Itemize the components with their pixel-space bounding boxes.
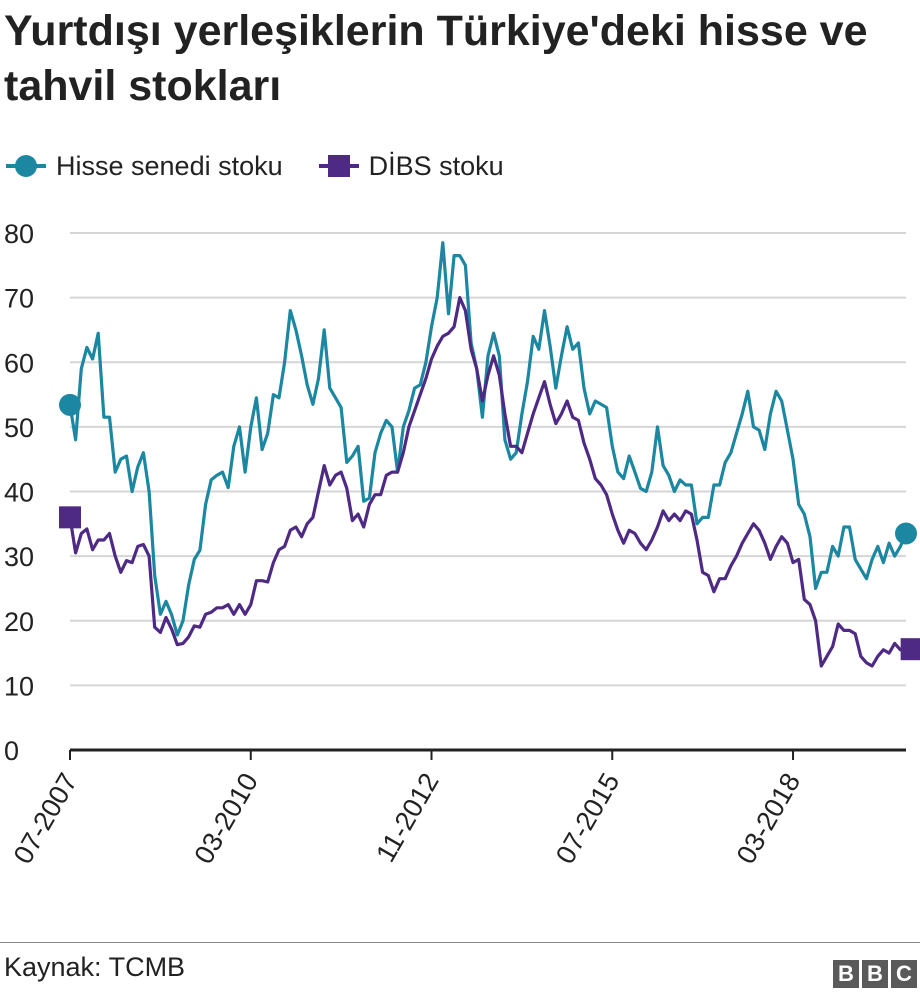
y-tick-label: 80	[4, 219, 34, 249]
legend-item-hisse: Hisse senedi stoku	[4, 146, 283, 186]
bbc-logo: B B C	[830, 960, 917, 988]
bbc-logo-block-3: C	[891, 960, 917, 988]
x-tick-label: 07-2007	[8, 768, 84, 869]
legend-item-dibs: DİBS stoku	[317, 146, 504, 186]
footer-divider	[0, 942, 920, 943]
line-chart: 0 10 20 30 40 50 60 70 80 07-2007 03-2010 11-2012 07…	[4, 219, 920, 869]
legend-label-dibs: DİBS stoku	[368, 150, 504, 181]
y-tick-label: 20	[4, 607, 34, 637]
series-dibs-start-marker	[59, 506, 81, 529]
y-tick-label: 60	[4, 348, 34, 378]
bbc-logo-block-2: B	[862, 960, 888, 988]
series-hisse-end-marker	[895, 522, 917, 545]
y-tick-label: 0	[4, 736, 19, 766]
y-tick-label: 50	[4, 413, 34, 443]
y-tick-label: 10	[4, 671, 34, 701]
series-line-hisse	[68, 241, 908, 637]
x-tick-label: 11-2012	[370, 768, 445, 867]
bbc-logo-block-1: B	[833, 960, 859, 988]
series-dibs-end-marker	[900, 638, 920, 661]
y-tick-label: 30	[4, 542, 34, 572]
series-line-dibs	[68, 295, 914, 668]
x-tick-label: 03-2018	[731, 768, 807, 869]
chart-title: Yurtdışı yerleşiklerin Türkiye'deki hiss…	[4, 7, 868, 110]
legend-label-hisse: Hisse senedi stoku	[56, 150, 283, 181]
y-tick-label: 70	[4, 284, 34, 314]
x-tick-label: 07-2015	[550, 768, 626, 869]
source-note: Kaynak: TCMB	[4, 952, 186, 982]
y-tick-label: 40	[4, 478, 34, 508]
x-tick-label: 03-2010	[188, 768, 264, 869]
legend: Hisse senedi stoku DİBS stoku	[4, 146, 538, 186]
legend-circle-marker-icon	[6, 155, 46, 177]
series-hisse-start-marker	[59, 393, 81, 416]
legend-square-marker-icon	[318, 155, 359, 177]
